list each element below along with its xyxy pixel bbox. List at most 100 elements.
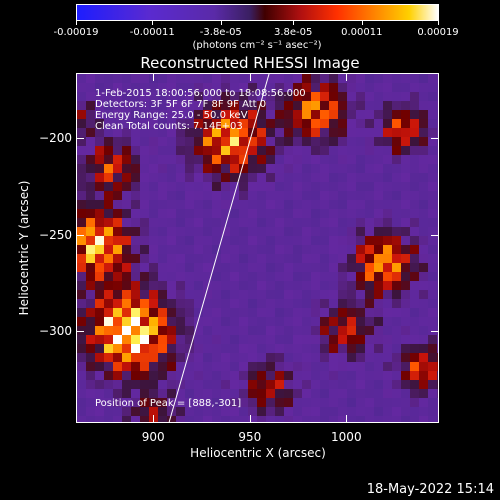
heatmap-cell [239,263,248,272]
heatmap-cell [284,290,293,299]
heatmap-cell [149,290,158,299]
heatmap-cell [185,191,194,200]
heatmap-cell [167,371,176,380]
heatmap-cell [356,416,365,422]
heatmap-cell [410,263,419,272]
heatmap-cell [383,227,392,236]
heatmap-cell [338,290,347,299]
heatmap-cell [410,128,419,137]
heatmap-cell [248,191,257,200]
heatmap-cell [428,209,437,218]
heatmap-cell [95,317,104,326]
heatmap-cell [122,263,131,272]
heatmap-cell [320,137,329,146]
heatmap-cell [194,110,203,119]
heatmap-cell [365,281,374,290]
heatmap-cell [194,299,203,308]
heatmap-cell [419,308,428,317]
heatmap-cell [104,137,113,146]
heatmap-cell [194,254,203,263]
heatmap-cell [77,146,86,155]
heatmap-cell [356,191,365,200]
heatmap-cell [176,362,185,371]
heatmap-cell [383,398,392,407]
heatmap-cell [356,227,365,236]
heatmap-cell [176,317,185,326]
heatmap-cell [257,128,266,137]
heatmap-cell [293,272,302,281]
heatmap-cell [365,245,374,254]
heatmap-cell [113,110,122,119]
heatmap-cell [383,290,392,299]
heatmap-cell [347,272,356,281]
heatmap-cell [419,155,428,164]
heatmap-cell [185,227,194,236]
heatmap-cell [410,398,419,407]
heatmap-cell [203,317,212,326]
heatmap-cell [158,146,167,155]
heatmap-cell [212,164,221,173]
heatmap-cell [239,218,248,227]
heatmap-cell [149,299,158,308]
heatmap-cell [95,110,104,119]
heatmap-cell [302,236,311,245]
heatmap-cell [194,416,203,422]
heatmap-cell [347,281,356,290]
heatmap-cell [311,263,320,272]
heatmap-cell [374,335,383,344]
heatmap-cell [257,389,266,398]
heatmap-cell [257,209,266,218]
heatmap-cell [347,245,356,254]
heatmap-cell [221,245,230,254]
heatmap-cell [266,272,275,281]
heatmap-cell [113,353,122,362]
heatmap-cell [131,227,140,236]
heatmap-cell [221,173,230,182]
heatmap-cell [365,227,374,236]
heatmap-cell [167,353,176,362]
heatmap-cell [374,245,383,254]
heatmap-cell [284,326,293,335]
heatmap-cell [239,335,248,344]
heatmap-cell [419,209,428,218]
heatmap-cell [104,83,113,92]
heatmap-cell [401,335,410,344]
heatmap-cell [275,290,284,299]
heatmap-cell [293,371,302,380]
heatmap-cell [77,92,86,101]
heatmap-cell [221,74,230,83]
heatmap-cell [95,182,104,191]
heatmap-cell [140,263,149,272]
heatmap-cell [104,398,113,407]
heatmap-cell [374,344,383,353]
heatmap-cell [347,398,356,407]
heatmap-cell [77,119,86,128]
heatmap-cell [167,128,176,137]
heatmap-cell [329,236,338,245]
heatmap-cell [239,326,248,335]
heatmap-cell [113,191,122,200]
heatmap-cell [95,371,104,380]
heatmap-cell [185,398,194,407]
heatmap-cell [86,173,95,182]
heatmap-cell [428,380,437,389]
heatmap-cell [374,389,383,398]
heatmap-cell [113,335,122,344]
heatmap-cell [392,200,401,209]
heatmap-cell [104,227,113,236]
heatmap-cell [437,74,438,83]
heatmap-cell [113,398,122,407]
heatmap-cell [383,164,392,173]
heatmap-cell [365,416,374,422]
heatmap-cell [266,335,275,344]
heatmap-cell [392,272,401,281]
heatmap-cell [221,353,230,362]
heatmap-cell [212,317,221,326]
heatmap-cell [248,92,257,101]
heatmap-cell [356,344,365,353]
heatmap-cell [419,416,428,422]
heatmap-cell [428,263,437,272]
heatmap-cell [437,137,438,146]
heatmap-cell [437,227,438,236]
heatmap-cell [113,182,122,191]
